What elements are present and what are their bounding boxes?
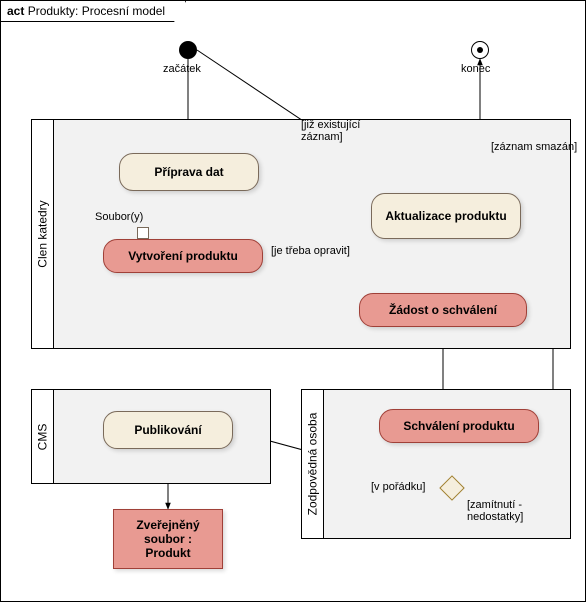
node-label-pin_soubory: Soubor(y) (95, 211, 143, 223)
edge-label-jiz_existujici: [již existující záznam] (301, 119, 391, 143)
swimlane-label: CMS (32, 390, 54, 483)
edge-label-je_treba_opravit: [je třeba opravit] (271, 245, 350, 257)
edge-label-zaznam_smazan: [záznam smazán] (491, 141, 577, 153)
diagram-canvas: act Produkty: Procesní model Clen katedr… (0, 0, 586, 602)
node-final (471, 41, 489, 59)
node-label-initial: začátek (163, 63, 201, 75)
swimlane-label: Zodpovědná osoba (302, 390, 324, 538)
edge-label-zamitnuti: [zamítnutí - nedostatky] (467, 499, 557, 523)
node-publikovani: Publikování (103, 411, 233, 449)
node-aktualizace: Aktualizace produktu (371, 193, 521, 239)
edge-label-v_poradku: [v pořádku] (371, 481, 425, 493)
node-zadost: Žádost o schválení (359, 293, 527, 327)
title-text: Produkty: Procesní model (28, 4, 165, 18)
node-vytvoreni: Vytvoření produktu (103, 239, 263, 273)
node-priprava: Příprava dat (119, 153, 259, 191)
node-label-final: konec (461, 63, 490, 75)
node-zverejneny: Zveřejněný soubor : Produkt (113, 509, 223, 569)
swimlane-label: Clen katedry (32, 120, 54, 348)
node-pin_soubory (137, 227, 149, 239)
node-schvaleni: Schválení produktu (379, 409, 539, 443)
node-initial (179, 41, 197, 59)
diagram-title-tab: act Produkty: Procesní model (1, 1, 186, 22)
title-prefix: act (7, 4, 24, 18)
